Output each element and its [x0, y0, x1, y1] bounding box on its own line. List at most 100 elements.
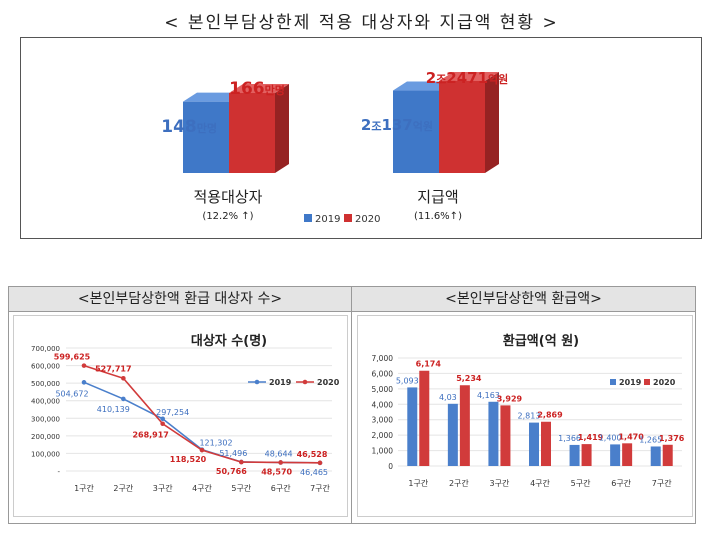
x-tick-label: 1구간 — [74, 483, 94, 493]
x-tick-label: 1구간 — [408, 478, 428, 488]
label-2019-recipients: 148만명 — [161, 117, 217, 137]
y-tick-label: 4,000 — [372, 400, 394, 409]
bar-2020-payment-top — [439, 72, 499, 81]
category-label-recipients: 적용대상자 — [193, 188, 262, 206]
label-number: 166 — [229, 79, 265, 99]
bar-2020-payment — [439, 81, 485, 173]
x-tick-label: 4구간 — [192, 483, 212, 493]
chart-title: 환급액(억 원) — [503, 333, 579, 349]
data-label-2020: 118,520 — [170, 455, 207, 464]
bar-2020 — [662, 444, 673, 466]
y-tick-label: 6,000 — [372, 369, 394, 378]
label-part: 조 — [371, 120, 381, 133]
data-label-2019: 4,163 — [477, 391, 500, 400]
recipients-line-chart: 대상자 수(명) - 100,000 200,000 300,000 400,000 500… — [31, 333, 340, 493]
data-label-2019: 1,265 — [639, 435, 662, 444]
panel-divider — [351, 287, 352, 523]
y-tick-label: 1,000 — [372, 447, 394, 456]
bar-2019-recipients-top — [183, 92, 243, 102]
bar-2020-recipients-top — [229, 84, 289, 93]
x-tick-label: 5구간 — [231, 483, 251, 493]
left-panel-header: <본인부담상한액 환급 대상자 수> — [9, 287, 352, 312]
chart-title: 대상자 수(명) — [191, 333, 267, 349]
data-label-2020: 3,929 — [497, 394, 523, 403]
label-unit: 만명 — [265, 83, 285, 97]
data-label-2019: 121,302 — [199, 439, 232, 448]
data-label-2019: 1,400 — [599, 433, 622, 442]
x-tick-label: 7구간 — [310, 483, 330, 493]
data-label-2020: 527,717 — [95, 364, 131, 373]
bar-2020 — [581, 444, 592, 466]
label-2020-payment: 2조2471억원 — [426, 69, 509, 87]
point-2020 — [81, 363, 87, 368]
bar-2019 — [407, 387, 418, 466]
data-label-2019: 1,366 — [558, 434, 581, 443]
point-2020 — [239, 459, 244, 465]
y-tick-label: 5,000 — [372, 385, 394, 394]
x-tick-label: 3구간 — [490, 478, 510, 488]
x-tick-label: 6구간 — [271, 483, 291, 493]
bar-2020 — [622, 443, 633, 466]
legend-marker-2019 — [254, 379, 260, 385]
y-tick-label: 2,000 — [372, 431, 394, 440]
y-tick-label: 7,000 — [372, 354, 394, 363]
category-sub-payment: (11.6%↑) — [414, 211, 462, 222]
data-label-2020: 48,570 — [261, 467, 292, 476]
bar-2019-payment-top — [393, 81, 453, 91]
legend-label-2019: 2019 — [315, 214, 340, 225]
bar-2019-payment — [393, 90, 439, 173]
data-label-2020: 46,528 — [297, 450, 328, 459]
label-part: 조 — [436, 73, 446, 86]
legend-swatch-2020 — [644, 379, 650, 385]
bar-2019 — [447, 403, 458, 466]
y-tick-label: 3,000 — [372, 416, 394, 425]
legend-label-2020: 2020 — [355, 214, 380, 225]
y-tick-label: 700,000 — [31, 345, 60, 353]
data-label-2020: 268,917 — [132, 431, 168, 440]
data-label-2020: 6,174 — [416, 360, 442, 369]
legend-swatch-2020 — [344, 214, 352, 222]
y-tick-label: 200,000 — [31, 433, 60, 441]
x-tick-label: 2구간 — [113, 483, 133, 493]
point-2019 — [81, 380, 87, 385]
legend-label-2020: 2020 — [317, 378, 340, 387]
data-label-2019: 504,672 — [55, 389, 88, 398]
data-label-2020: 50,766 — [216, 467, 247, 476]
bar-2019 — [610, 444, 621, 466]
legend-label-2020: 2020 — [653, 378, 676, 387]
bar-2019 — [650, 446, 661, 466]
y-tick-label: 300,000 — [31, 415, 60, 423]
x-tick-label: 3구간 — [153, 483, 173, 493]
point-2020 — [160, 421, 165, 427]
y-tick-label: 600,000 — [31, 363, 60, 371]
x-tick-label: 6구간 — [611, 478, 631, 488]
legend-label-2019: 2019 — [269, 378, 292, 387]
y-tick-label: 100,000 — [31, 450, 60, 458]
label-part: 2471 — [446, 69, 488, 87]
legend-marker-2020 — [302, 379, 308, 385]
data-label-2020: 1,376 — [659, 434, 685, 443]
label-part: 억원 — [488, 72, 508, 86]
left-chart-frame: 대상자 수(명) - 100,000 200,000 300,000 400,000 500… — [13, 315, 348, 517]
summary-panel: 148만명 166만명 2조137억원 2조2471억원 적용대상자 (12.2% ↑) 지… — [20, 37, 702, 239]
data-label-2019: 51,496 — [219, 449, 247, 458]
bar-2020 — [459, 385, 470, 466]
bar-2019-recipients — [183, 101, 229, 173]
bar-2020-payment-side — [485, 72, 499, 173]
refund-bar-chart: 환급액(억 원) 0 1,000 2,000 3,000 4,000 5,000 6,000 7… — [372, 333, 685, 488]
data-label-2019: 2,813 — [518, 412, 541, 421]
y-tick-label: 0 — [388, 462, 393, 471]
data-label-2020: 2,869 — [537, 411, 563, 420]
data-label-2019: 46,465 — [300, 468, 328, 477]
bar-2019 — [529, 422, 539, 466]
bar-2019 — [569, 444, 580, 466]
point-2019 — [121, 396, 126, 402]
label-2020-recipients: 166만명 — [229, 79, 285, 99]
legend-swatch-2019 — [610, 379, 616, 385]
y-tick-label: - — [57, 468, 60, 476]
bar-2020 — [541, 421, 551, 466]
x-tick-label: 7구간 — [652, 478, 672, 488]
category-label-payment: 지급액 — [417, 188, 458, 206]
